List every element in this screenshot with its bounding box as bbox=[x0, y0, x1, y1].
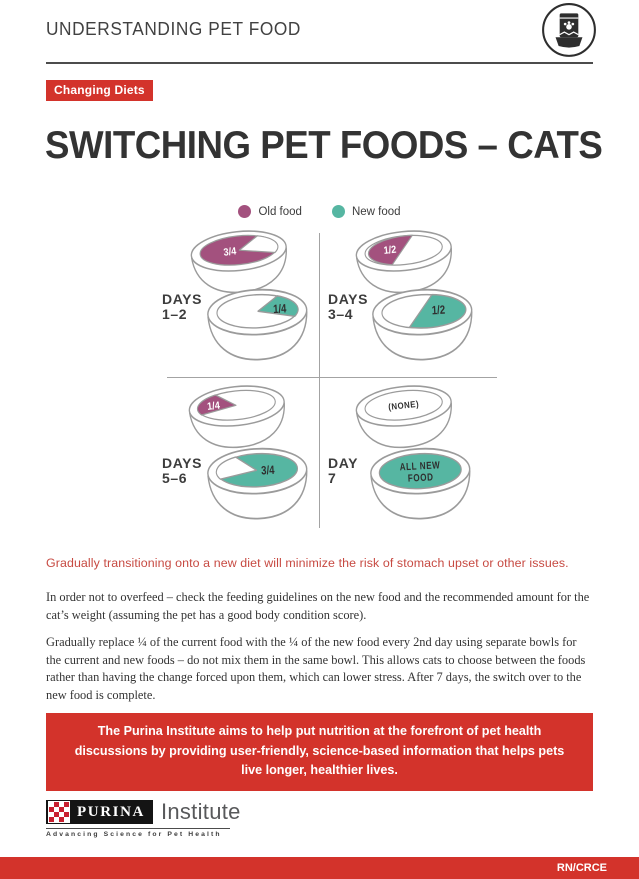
purina-wordmark: PURINA bbox=[77, 803, 145, 820]
fraction-label: 1/4 bbox=[273, 302, 287, 316]
bowl-new-food-three-quarters: 3/4 bbox=[203, 444, 313, 525]
all-new-food-label-line1: ALL NEW bbox=[399, 459, 440, 472]
paragraph-overfeed: In order not to overfeed – check the fee… bbox=[46, 590, 590, 622]
logo-divider bbox=[46, 828, 230, 829]
days-label-5-6: DAYS 5–6 bbox=[162, 455, 203, 487]
bowl-old-food-one-quarter: 1/4 bbox=[184, 380, 292, 456]
fraction-label: 1/2 bbox=[432, 304, 446, 318]
fraction-label: 1/4 bbox=[207, 400, 221, 413]
days-label-7: DAY 7 bbox=[328, 455, 359, 487]
page-title: SWITCHING PET FOODS – CATS bbox=[45, 124, 603, 167]
bowl-new-food-one-quarter: 1/4 bbox=[203, 285, 313, 366]
bowl-old-food-one-half: 1/2 bbox=[351, 225, 459, 301]
purina-institute-logo: PURINA Institute Advancing Science for P… bbox=[46, 799, 241, 838]
new-food-dot-icon bbox=[331, 205, 345, 218]
fraction-label: 3/4 bbox=[261, 464, 275, 478]
page-header-title: UNDERSTANDING PET FOOD bbox=[46, 19, 301, 39]
section-badge: Changing Diets bbox=[46, 80, 153, 101]
header-divider bbox=[46, 62, 593, 64]
body-text: In order not to overfeed – check the fee… bbox=[46, 589, 593, 742]
pet-food-bag-bowl-icon bbox=[542, 3, 596, 57]
footer-bar: RN/CRCE bbox=[0, 857, 639, 879]
lead-sentence: Gradually transitioning onto a new diet … bbox=[46, 556, 569, 570]
bowl-old-food-none: (NONE) bbox=[351, 380, 459, 456]
transition-diagram: DAYS 1–2 DAYS 3–4 DAYS 5–6 DAY 7 3/4 bbox=[160, 228, 500, 530]
legend-label-new: New food bbox=[351, 205, 401, 218]
all-new-food-label-line2: FOOD bbox=[407, 471, 433, 483]
logo-tagline: Advancing Science for Pet Health bbox=[46, 831, 222, 838]
days-label-1-2: DAYS 1–2 bbox=[162, 291, 203, 323]
document-code: RN/CRCE bbox=[556, 862, 607, 874]
purina-checkerboard-icon bbox=[48, 801, 70, 823]
fraction-label: 1/2 bbox=[383, 244, 397, 257]
paragraph-replace-quarter: Gradually replace ¼ of the current food … bbox=[46, 635, 586, 703]
diagram-divider-horizontal bbox=[167, 377, 497, 378]
bowl-new-food-one-half: 1/2 bbox=[368, 285, 478, 366]
legend-item-old-food: Old food bbox=[238, 205, 302, 218]
bowl-old-food-three-quarters: 3/4 bbox=[186, 225, 294, 301]
legend: Old food New food bbox=[0, 205, 639, 218]
diagram-divider-vertical bbox=[319, 233, 320, 528]
none-label: (NONE) bbox=[388, 398, 420, 412]
old-food-dot-icon bbox=[238, 205, 252, 218]
purina-logo-box: PURINA bbox=[46, 800, 153, 824]
days-label-3-4: DAYS 3–4 bbox=[328, 291, 369, 323]
institute-wordmark: Institute bbox=[160, 799, 241, 824]
purina-institute-callout: The Purina Institute aims to help put nu… bbox=[46, 713, 593, 791]
fraction-label: 3/4 bbox=[223, 246, 237, 259]
legend-label-old: Old food bbox=[258, 205, 302, 218]
bowl-all-new-food: ALL NEW FOOD bbox=[366, 444, 476, 525]
legend-item-new-food: New food bbox=[331, 205, 401, 218]
